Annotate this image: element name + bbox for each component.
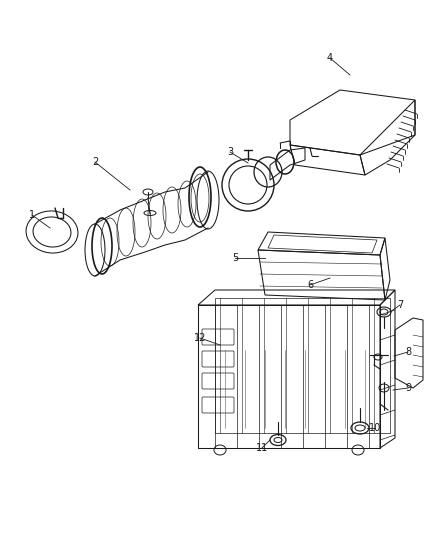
Text: 9: 9 [405, 383, 411, 393]
Text: 5: 5 [232, 253, 238, 263]
Text: 1: 1 [29, 210, 35, 220]
Text: 11: 11 [256, 443, 268, 453]
Text: 7: 7 [397, 300, 403, 310]
Text: 4: 4 [327, 53, 333, 63]
Text: 2: 2 [92, 157, 98, 167]
Text: 3: 3 [227, 147, 233, 157]
Text: 10: 10 [369, 423, 381, 433]
Text: 6: 6 [307, 280, 313, 290]
Text: 8: 8 [405, 347, 411, 357]
Text: 12: 12 [194, 333, 206, 343]
